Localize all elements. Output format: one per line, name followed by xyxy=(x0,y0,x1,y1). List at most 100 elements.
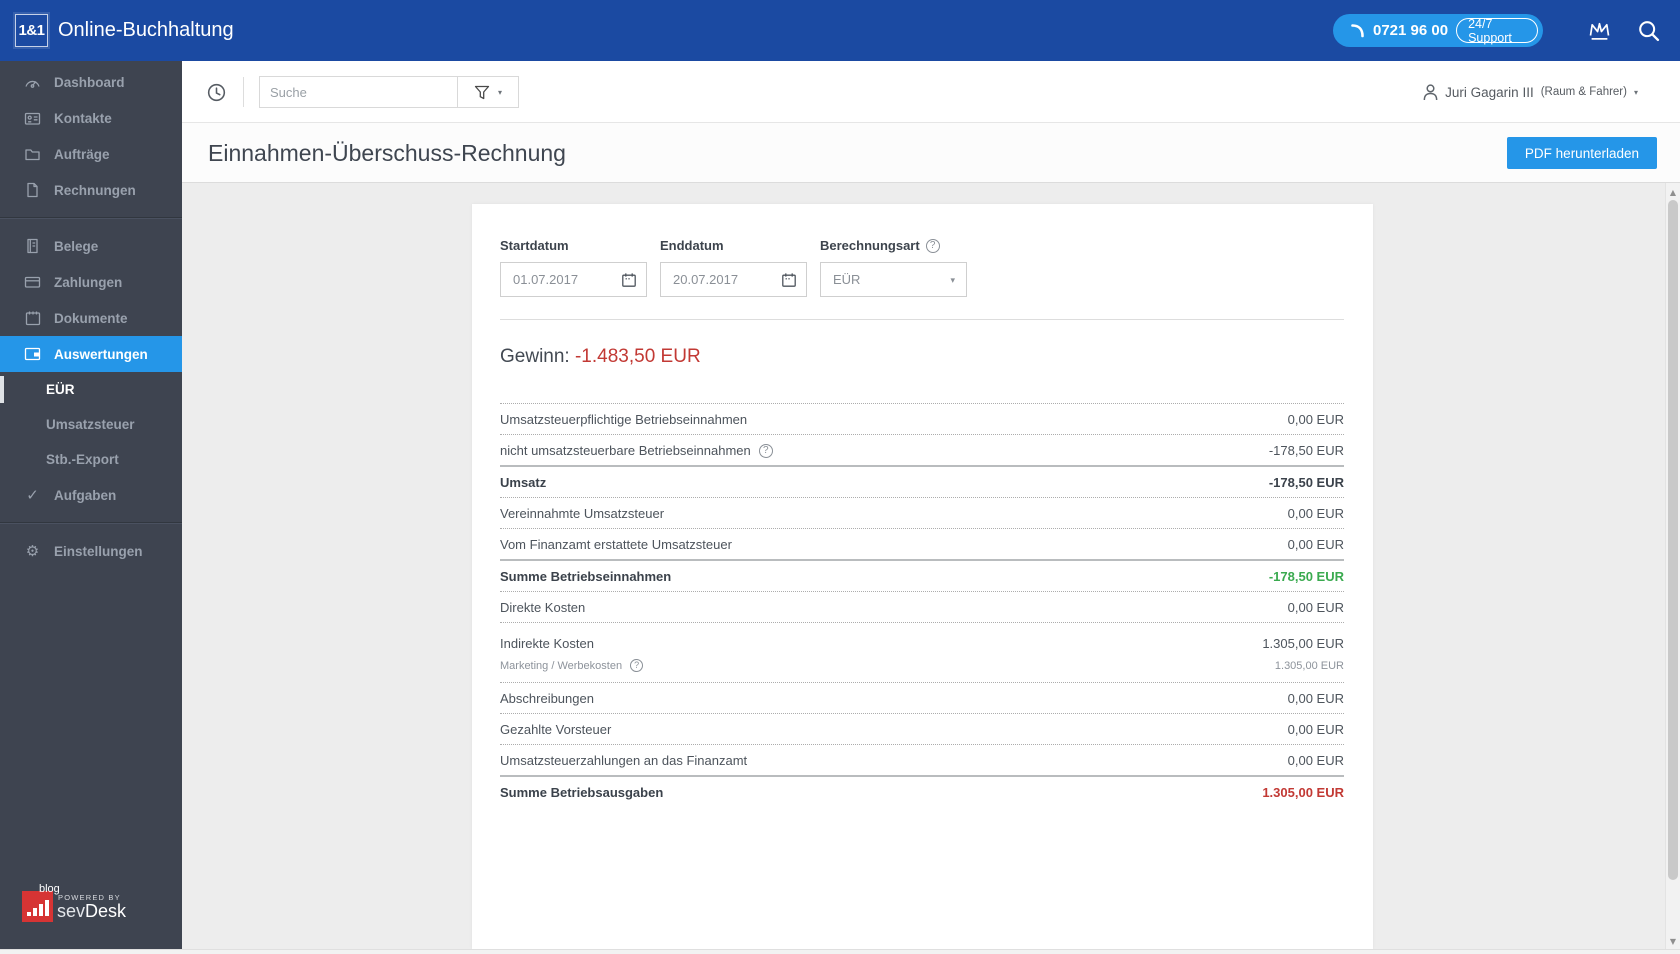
support-phone-button[interactable]: 0721 96 00 24/7 Support xyxy=(1333,14,1543,47)
search-input[interactable] xyxy=(259,76,457,108)
receipt-icon xyxy=(24,238,41,255)
contact-card-icon xyxy=(24,110,41,127)
sidebar-item-label: Belege xyxy=(54,238,99,254)
folder-icon xyxy=(24,146,41,163)
page-title: Einnahmen-Überschuss-Rechnung xyxy=(208,139,566,166)
report-row-value: -178,50 EUR xyxy=(1268,443,1344,458)
select-caret-icon: ▾ xyxy=(950,276,955,286)
sidebar-item-belege[interactable]: Belege xyxy=(0,228,182,264)
download-pdf-button[interactable]: PDF herunterladen xyxy=(1506,137,1657,169)
profit-label: Gewinn: xyxy=(500,346,570,367)
check-icon: ✓ xyxy=(26,485,39,504)
scroll-down-arrow-icon[interactable]: ▼ xyxy=(1669,936,1677,946)
report-row-label: Abschreibungen xyxy=(500,691,594,706)
sidebar-item-aufträge[interactable]: Aufträge xyxy=(0,136,182,172)
report-row-label: Summe Betriebseinnahmen xyxy=(500,569,672,584)
calendar-icon[interactable] xyxy=(781,272,797,293)
sidebar-footer[interactable]: blog POWERED BY sevDesk xyxy=(0,883,182,941)
calculation-type-select[interactable]: EÜR ▾ xyxy=(820,262,967,297)
report-row-value: -178,50 EUR xyxy=(1268,569,1344,584)
gear-icon: ⚙ xyxy=(25,541,40,560)
sidebar-item-label: Rechnungen xyxy=(54,182,136,198)
report-table: Umsatzsteuerpflichtige Betriebseinnahmen… xyxy=(500,403,1344,807)
report-row: Direkte Kosten 0,00 EUR xyxy=(500,591,1344,622)
report-row-value: 0,00 EUR xyxy=(1287,537,1344,552)
document-icon xyxy=(24,182,41,199)
help-icon[interactable]: ? xyxy=(630,659,644,672)
sidebar-item-label: Dashboard xyxy=(54,74,125,90)
sidebar-item-eür[interactable]: EÜR xyxy=(0,372,182,407)
chart-window-icon xyxy=(24,346,41,363)
sidebar-item-label: Zahlungen xyxy=(54,274,123,290)
report-row: Umsatz -178,50 EUR xyxy=(500,465,1344,497)
sidebar-item-label: Umsatzsteuer xyxy=(46,417,135,432)
content-area: Startdatum Enddatum xyxy=(182,183,1680,949)
toolbar-divider xyxy=(243,77,244,107)
sidebar-item-dashboard[interactable]: Dashboard xyxy=(0,64,182,100)
sidebar-item-einstellungen[interactable]: ⚙ Einstellungen xyxy=(0,533,182,569)
vertical-scrollbar[interactable]: ▲ ▼ xyxy=(1665,183,1680,950)
help-icon[interactable]: ? xyxy=(925,238,940,253)
sidebar-item-label: Auswertungen xyxy=(54,346,148,362)
enddate-field[interactable] xyxy=(660,262,807,297)
credit-card-icon xyxy=(24,274,41,291)
startdate-input[interactable] xyxy=(513,272,616,287)
sidebar-item-aufgaben[interactable]: ✓ Aufgaben xyxy=(0,477,182,513)
sidebar: Dashboard Kontakte Aufträge Rechnungen Beleg… xyxy=(0,61,182,949)
top-header: 1&1 Online-Buchhaltung 0721 96 00 24/7 S… xyxy=(0,0,1680,61)
sidebar-item-label: Aufträge xyxy=(54,146,110,162)
calendar-icon[interactable] xyxy=(621,272,637,293)
user-role: (Raum & Fahrer) xyxy=(1540,86,1627,98)
enddate-input[interactable] xyxy=(673,272,776,287)
brand-logo[interactable]: 1&1 xyxy=(15,14,48,47)
report-row-label: Direkte Kosten xyxy=(500,600,586,615)
sidebar-item-umsatzsteuer[interactable]: Umsatzsteuer xyxy=(0,407,182,442)
sidebar-item-label: EÜR xyxy=(46,382,75,397)
sidebar-divider xyxy=(0,217,182,219)
sidebar-item-rechnungen[interactable]: Rechnungen xyxy=(0,172,182,208)
report-row: Summe Betriebseinnahmen -178,50 EUR xyxy=(500,559,1344,591)
sidebar-item-label: Dokumente xyxy=(54,310,128,326)
report-row: Vom Finanzamt erstattete Umsatzsteuer 0,0… xyxy=(500,528,1344,559)
horizontal-scrollbar[interactable] xyxy=(0,949,1680,954)
sidebar-item-label: Stb.-Export xyxy=(46,452,119,467)
calendar-icon xyxy=(24,310,41,327)
report-row-value: -178,50 EUR xyxy=(1268,475,1344,490)
calculation-type-value: EÜR xyxy=(833,272,861,287)
sevdesk-brand: sevDesk xyxy=(57,901,127,921)
sidebar-item-dokumente[interactable]: Dokumente xyxy=(0,300,182,336)
report-row-label: Vereinnahmte Umsatzsteuer xyxy=(500,506,665,521)
vertical-scrollbar-thumb[interactable] xyxy=(1668,200,1678,880)
report-row-value: 1.305,00 EUR xyxy=(1274,659,1344,672)
support-badge: 24/7 Support xyxy=(1456,17,1538,45)
history-clock-icon[interactable] xyxy=(207,83,226,107)
user-menu[interactable]: Juri Gagarin III (Raum & Fahrer) ▾ xyxy=(1423,61,1638,123)
gauge-icon xyxy=(24,74,41,91)
report-row-value: 0,00 EUR xyxy=(1287,722,1344,737)
report-row-label: Umsatz xyxy=(500,475,547,490)
help-icon[interactable]: ? xyxy=(758,443,773,458)
phone-icon xyxy=(1349,23,1365,39)
sidebar-item-auswertungen[interactable]: Auswertungen xyxy=(0,336,182,372)
report-row-label: Vom Finanzamt erstattete Umsatzsteuer xyxy=(500,537,732,552)
startdate-field[interactable] xyxy=(500,262,647,297)
sidebar-menu: Dashboard Kontakte Aufträge Rechnungen Beleg… xyxy=(0,61,182,569)
report-row: Indirekte Kosten 1.305,00 EUR Marketing / … xyxy=(500,622,1344,682)
report-row-value: 0,00 EUR xyxy=(1287,506,1344,521)
sidebar-item-kontakte[interactable]: Kontakte xyxy=(0,100,182,136)
upgrade-crown-icon[interactable] xyxy=(1586,0,1613,61)
user-menu-caret-icon: ▾ xyxy=(1633,87,1638,97)
filter-button[interactable]: ▾ xyxy=(457,76,519,108)
powered-by-label: POWERED BY xyxy=(58,893,121,902)
sidebar-item-label: Einstellungen xyxy=(54,543,143,559)
report-row-value: 0,00 EUR xyxy=(1287,600,1344,615)
global-search-icon[interactable] xyxy=(1638,0,1660,61)
user-name: Juri Gagarin III xyxy=(1445,84,1534,100)
sidebar-item-label: Aufgaben xyxy=(54,487,117,503)
phone-number: 0721 96 00 xyxy=(1373,22,1449,39)
report-row-value: 0,00 EUR xyxy=(1287,753,1344,768)
scroll-up-arrow-icon[interactable]: ▲ xyxy=(1669,187,1677,197)
sidebar-item-stb-export[interactable]: Stb.-Export xyxy=(0,442,182,477)
report-row-label: Indirekte Kosten xyxy=(500,636,594,651)
sidebar-item-zahlungen[interactable]: Zahlungen xyxy=(0,264,182,300)
